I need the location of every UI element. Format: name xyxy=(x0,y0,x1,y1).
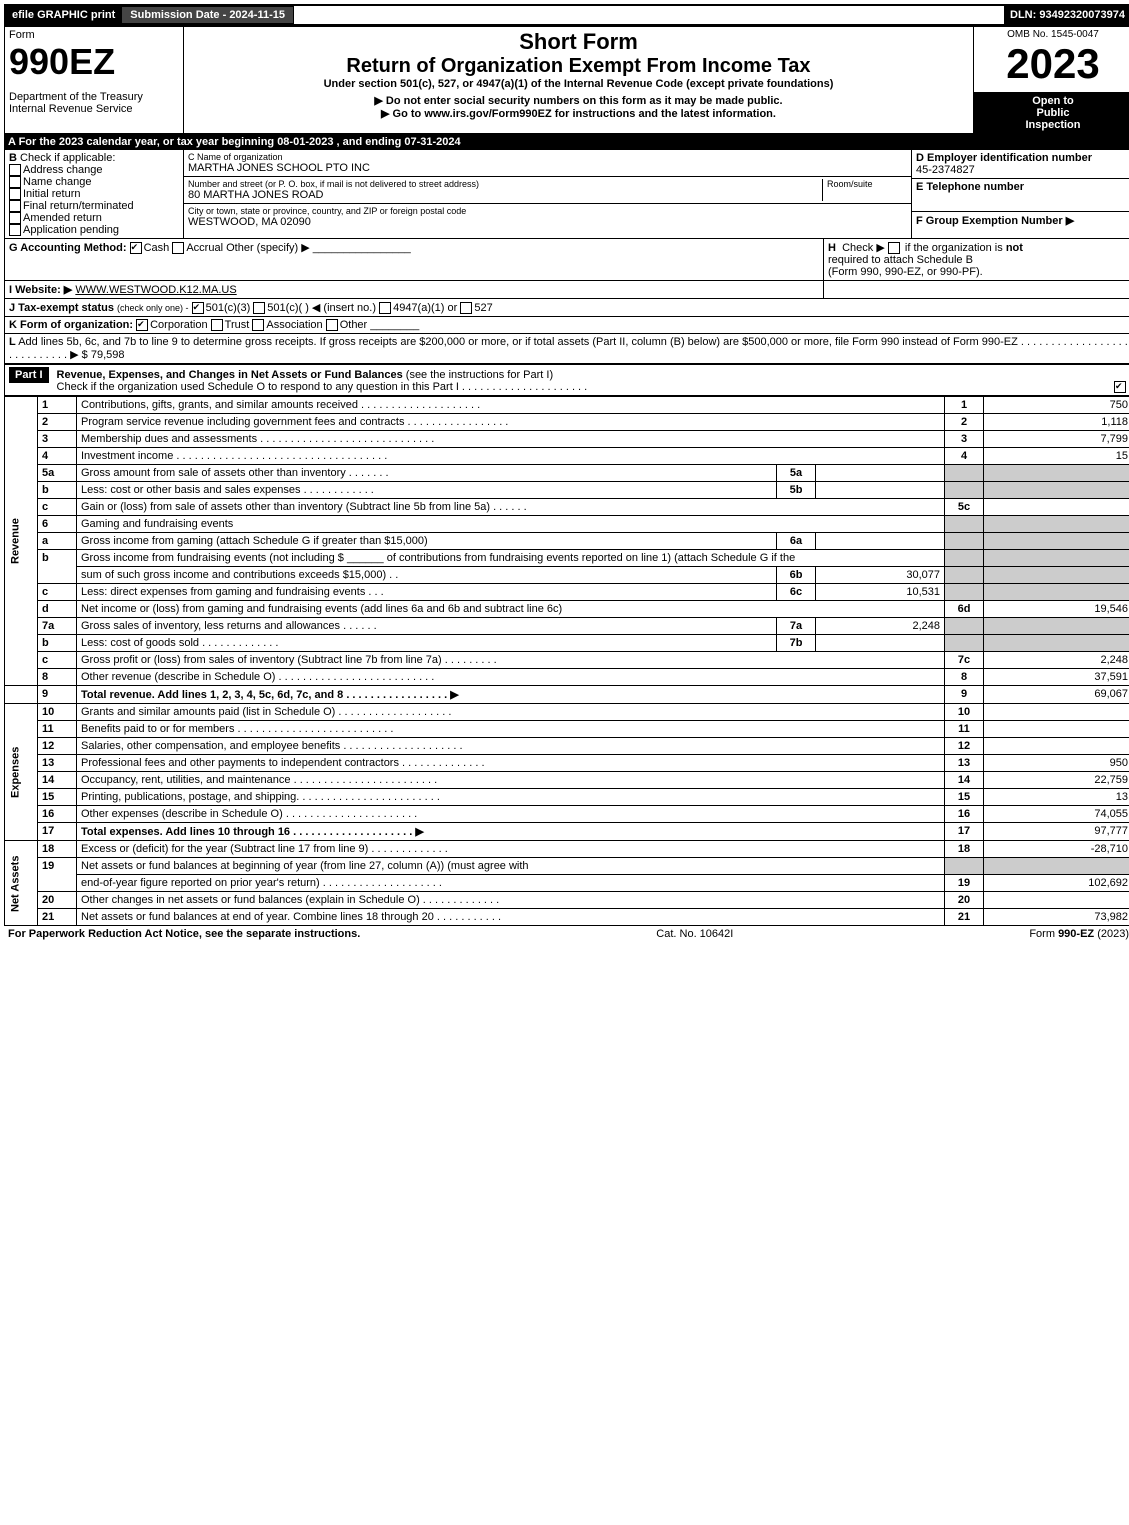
line-21-amount: 73,982 xyxy=(984,909,1129,926)
part-1-label: Part I xyxy=(9,367,49,383)
line-7a-amount: 2,248 xyxy=(815,618,944,634)
form-number: 990EZ xyxy=(9,41,179,83)
name-change-checkbox[interactable] xyxy=(9,176,21,188)
line-6d-amount: 19,546 xyxy=(984,601,1129,618)
net-assets-section-label: Net Assets xyxy=(5,841,38,926)
final-return-checkbox[interactable] xyxy=(9,200,21,212)
sections-g-h: G Accounting Method: Cash Accrual Other … xyxy=(4,239,1129,281)
omb-number: OMB No. 1545-0047 xyxy=(978,29,1128,40)
section-k-label: K Form of organization: xyxy=(9,319,133,331)
room-suite-label: Room/suite xyxy=(827,179,907,189)
line-8-amount: 37,591 xyxy=(984,669,1129,686)
501c-checkbox[interactable] xyxy=(253,302,265,314)
section-f-label: F Group Exemption Number ▶ xyxy=(916,215,1074,227)
section-h-label: H xyxy=(828,242,836,254)
irs-label: Internal Revenue Service xyxy=(9,103,179,115)
trust-checkbox[interactable] xyxy=(211,319,223,331)
section-j-label: J Tax-exempt status xyxy=(9,302,114,314)
address-change-checkbox[interactable] xyxy=(9,164,21,176)
line-3-amount: 7,799 xyxy=(984,431,1129,448)
line-7c-amount: 2,248 xyxy=(984,652,1129,669)
street-address: 80 MARTHA JONES ROAD xyxy=(188,189,822,201)
form-header: Form 990EZ Department of the Treasury In… xyxy=(4,26,1129,134)
revenue-section-label: Revenue xyxy=(5,397,38,686)
dept-label: Department of the Treasury xyxy=(9,91,179,103)
page-footer: For Paperwork Reduction Act Notice, see … xyxy=(4,926,1129,942)
line-1-amount: 750 xyxy=(984,397,1129,414)
expenses-section-label: Expenses xyxy=(5,704,38,841)
check-if-applicable: Check if applicable: xyxy=(20,152,115,164)
line-4-amount: 15 xyxy=(984,448,1129,465)
section-e-label: E Telephone number xyxy=(916,181,1024,193)
ein: 45-2374827 xyxy=(916,164,975,176)
line-6b-amount: 30,077 xyxy=(815,567,944,583)
part-1-header: Part I Revenue, Expenses, and Changes in… xyxy=(4,364,1129,396)
gross-receipts-amount: 79,598 xyxy=(91,349,125,361)
line-14-amount: 22,759 xyxy=(984,772,1129,789)
cash-checkbox[interactable] xyxy=(130,242,142,254)
section-c-label: C Name of organization xyxy=(188,152,907,162)
top-bar: efile GRAPHIC print Submission Date - 20… xyxy=(4,4,1129,26)
short-form-title: Short Form xyxy=(188,29,969,55)
line-5a-amount xyxy=(815,465,944,481)
line-5b-amount xyxy=(815,482,944,498)
section-d-label: D Employer identification number xyxy=(916,152,1092,164)
street-label: Number and street (or P. O. box, if mail… xyxy=(188,179,822,189)
line-19-amount: 102,692 xyxy=(984,875,1129,892)
4947-checkbox[interactable] xyxy=(379,302,391,314)
warning-ssn: ▶ Do not enter social security numbers o… xyxy=(188,94,969,107)
line-5c-amount xyxy=(984,499,1129,516)
line-6a-amount xyxy=(815,533,944,549)
line-11-amount xyxy=(984,721,1129,738)
form-label: Form xyxy=(9,29,179,41)
other-org-checkbox[interactable] xyxy=(326,319,338,331)
section-b-label: B xyxy=(9,152,17,164)
section-g-label: G Accounting Method: xyxy=(9,242,127,254)
line-20-amount xyxy=(984,892,1129,909)
schedule-b-checkbox[interactable] xyxy=(888,242,900,254)
line-2-amount: 1,118 xyxy=(984,414,1129,431)
501c3-checkbox[interactable] xyxy=(192,302,204,314)
accrual-checkbox[interactable] xyxy=(172,242,184,254)
amended-return-checkbox[interactable] xyxy=(9,212,21,224)
section-i-label: I Website: ▶ xyxy=(9,284,72,296)
city-label: City or town, state or province, country… xyxy=(188,206,907,216)
warning-link: ▶ Go to www.irs.gov/Form990EZ for instru… xyxy=(188,107,969,120)
section-l-label: L xyxy=(9,336,16,348)
part-1-table: Revenue 1Contributions, gifts, grants, a… xyxy=(4,396,1129,926)
sections-b-through-f: B Check if applicable: Address change Na… xyxy=(4,150,1129,240)
527-checkbox[interactable] xyxy=(460,302,472,314)
application-pending-checkbox[interactable] xyxy=(9,224,21,236)
line-10-amount xyxy=(984,704,1129,721)
line-7b-amount xyxy=(815,635,944,651)
line-9-amount: 69,067 xyxy=(984,686,1129,704)
dln-label: DLN: 93492320073974 xyxy=(1004,6,1129,24)
open-to-public: Open to Public Inspection xyxy=(974,92,1129,133)
org-name: MARTHA JONES SCHOOL PTO INC xyxy=(188,162,907,174)
line-6c-amount: 10,531 xyxy=(815,584,944,600)
form-reference: Form 990-EZ (2023) xyxy=(1029,928,1129,940)
initial-return-checkbox[interactable] xyxy=(9,188,21,200)
line-16-amount: 74,055 xyxy=(984,806,1129,823)
subtitle: Under section 501(c), 527, or 4947(a)(1)… xyxy=(188,78,969,90)
line-18-amount: -28,710 xyxy=(984,841,1129,858)
line-17-amount: 97,777 xyxy=(984,823,1129,841)
submission-date: Submission Date - 2024-11-15 xyxy=(121,6,294,24)
association-checkbox[interactable] xyxy=(252,319,264,331)
corporation-checkbox[interactable] xyxy=(136,319,148,331)
tax-year: 2023 xyxy=(978,40,1128,88)
section-a: A For the 2023 calendar year, or tax yea… xyxy=(4,134,1129,150)
schedule-o-part1-checkbox[interactable] xyxy=(1114,381,1126,393)
line-13-amount: 950 xyxy=(984,755,1129,772)
paperwork-notice: For Paperwork Reduction Act Notice, see … xyxy=(8,928,360,940)
efile-label[interactable]: efile GRAPHIC print xyxy=(6,6,121,24)
website-url[interactable]: WWW.WESTWOOD.K12.MA.US xyxy=(75,284,236,296)
line-12-amount xyxy=(984,738,1129,755)
catalog-number: Cat. No. 10642I xyxy=(656,928,733,940)
return-title: Return of Organization Exempt From Incom… xyxy=(188,55,969,78)
city-state-zip: WESTWOOD, MA 02090 xyxy=(188,216,907,228)
line-15-amount: 13 xyxy=(984,789,1129,806)
irs-link[interactable]: ▶ Go to www.irs.gov/Form990EZ for instru… xyxy=(381,108,776,120)
section-l-text: Add lines 5b, 6c, and 7b to line 9 to de… xyxy=(9,336,1128,361)
